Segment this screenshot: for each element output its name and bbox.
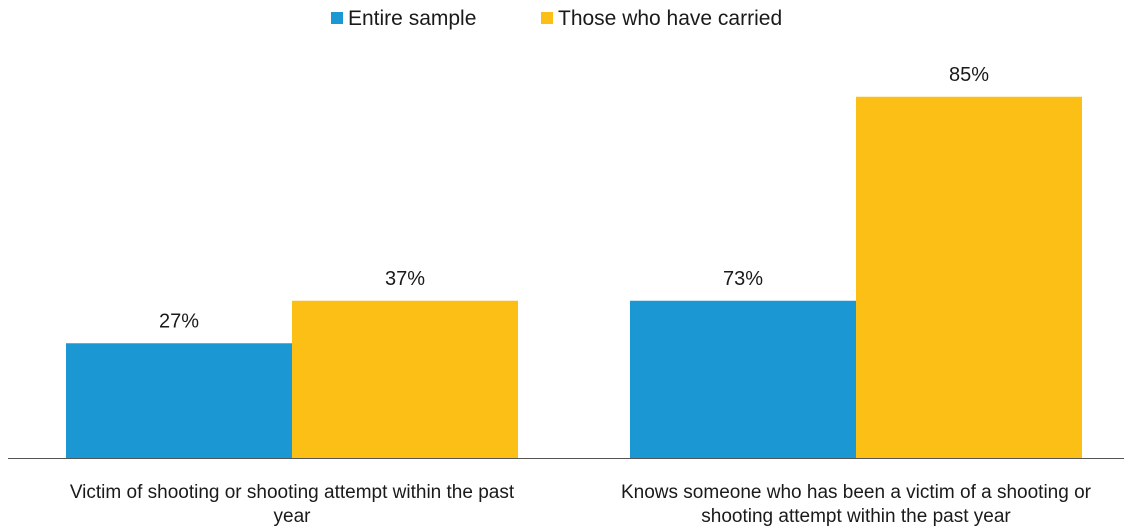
value-label-1-2: 37%	[385, 268, 425, 290]
legend: Entire sample Those who have carried	[331, 7, 782, 30]
category-label-1-line-2: year	[274, 506, 312, 527]
value-label-2-1: 73%	[723, 268, 763, 290]
bar-2-1	[630, 300, 856, 458]
legend-swatch-2	[541, 12, 553, 24]
value-label-1-1: 27%	[159, 310, 199, 332]
legend-label-2: Those who have carried	[558, 7, 782, 30]
value-label-2-2: 85%	[949, 64, 989, 86]
bars	[66, 96, 1082, 458]
legend-swatch-1	[331, 12, 343, 24]
category-label-2-line-1: Knows someone who has been a victim of a…	[621, 482, 1092, 503]
category-labels: Victim of shooting or shooting attempt w…	[70, 482, 1092, 527]
bar-1-2	[292, 300, 518, 458]
value-labels: 27% 37% 73% 85%	[159, 64, 989, 333]
bar-2-2	[856, 96, 1082, 458]
legend-label-1: Entire sample	[348, 7, 476, 30]
category-label-1-line-1: Victim of shooting or shooting attempt w…	[70, 482, 515, 503]
category-label-2-line-2: shooting attempt within the past year	[701, 506, 1011, 527]
bar-1-1	[66, 343, 292, 458]
